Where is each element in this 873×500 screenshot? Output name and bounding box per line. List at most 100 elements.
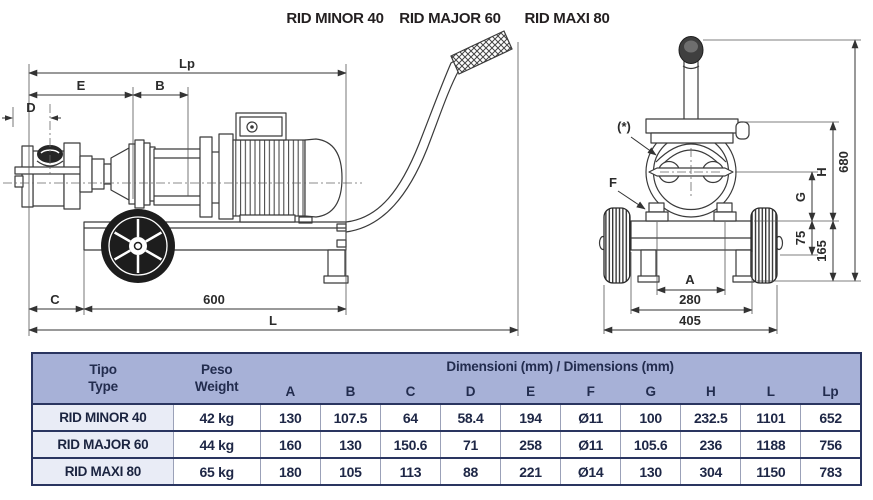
dim-cell-b: 130 [319, 431, 381, 458]
front-view-drawing: (*) F 680 H [598, 36, 861, 334]
dimensions-table: Tipo Type Peso Weight Dimensioni (mm) / Di… [31, 352, 862, 486]
mounting-feet [645, 202, 737, 222]
dim-cell-c: 64 [379, 404, 441, 431]
col-header-c: C [380, 379, 441, 404]
dim-label-75: 75 [793, 231, 808, 245]
header-peso: Peso [200, 361, 233, 377]
dim-cell-g: 100 [620, 404, 681, 431]
handle-grip [450, 30, 513, 75]
dim-cell-a: 160 [259, 431, 321, 458]
dim-cell-lp: 652 [800, 404, 861, 431]
dim-label-600: 600 [203, 292, 225, 307]
col-header-l: L [740, 379, 801, 404]
pump-head [14, 142, 87, 210]
dim-cell-c: 150.6 [379, 431, 441, 458]
junction-box [235, 112, 287, 141]
dim-cell-b: 107.5 [319, 404, 381, 431]
col-header-e: E [500, 379, 561, 404]
model-title-rid-major-60: RID MAJOR 60 [399, 10, 500, 27]
front-leader-lines [617, 136, 657, 210]
dim-cell-l: 1188 [740, 431, 801, 458]
model-title-rid-minor-40: RID MINOR 40 [286, 10, 383, 27]
front-dimension-lines [603, 39, 859, 334]
col-header-f: F [560, 379, 621, 404]
col-header-dimensions: Dimensioni (mm) / Dimensions (mm) [260, 353, 861, 379]
col-header-h: H [680, 379, 741, 404]
header-tipo: Tipo [89, 361, 117, 377]
table-row-rid-major-60: RID MAJOR 60 44 kg 160 130 150.6 71 258 … [32, 431, 861, 458]
table-header-row-2: A B C D E F G H L Lp [32, 379, 861, 404]
adapter-housing [153, 133, 234, 220]
dim-cell-h: 236 [680, 431, 741, 458]
col-header-type: Tipo Type [32, 353, 174, 404]
side-extension-lines [12, 42, 519, 336]
side-dimension-lines [2, 69, 519, 334]
technical-drawing: RID MINOR 40 RID MAJOR 60 RID MAXI 80 [2, 10, 861, 336]
dim-label-g: G [793, 192, 808, 202]
dim-cell-lp: 756 [800, 431, 861, 458]
dim-label-b: B [155, 78, 164, 93]
dim-cell-c: 113 [379, 458, 441, 485]
dim-label-lp: Lp [179, 56, 195, 71]
dim-label-280: 280 [679, 292, 701, 307]
coupling [79, 139, 156, 209]
handle [345, 30, 513, 233]
model-name-cell: RID MAJOR 60 [32, 431, 174, 458]
dim-cell-a: 180 [259, 458, 321, 485]
dim-cell-e: 194 [499, 404, 561, 431]
weight-cell: 65 kg [172, 458, 261, 485]
header-type: Type [88, 378, 118, 394]
dim-cell-h: 304 [680, 458, 741, 485]
electric-motor [232, 112, 343, 224]
pump-body-front [645, 118, 750, 222]
dim-label-405: 405 [679, 313, 701, 328]
dim-label-680: 680 [836, 151, 851, 173]
handle-front [678, 36, 704, 121]
dim-cell-a: 130 [259, 404, 321, 431]
front-extension-lines [603, 39, 861, 334]
col-header-lp: Lp [800, 379, 861, 404]
weight-cell: 42 kg [172, 404, 261, 431]
dim-cell-d: 71 [439, 431, 501, 458]
col-header-d: D [440, 379, 501, 404]
label-star-note: (*) [617, 119, 631, 134]
dim-cell-d: 58.4 [439, 404, 501, 431]
model-name-cell: RID MAXI 80 [32, 458, 174, 485]
dim-label-c: C [50, 292, 60, 307]
col-header-b: B [320, 379, 381, 404]
table-row-rid-maxi-80: RID MAXI 80 65 kg 180 105 113 88 221 Ø14… [32, 458, 861, 485]
header-weight: Weight [194, 378, 239, 394]
dim-label-f: F [609, 175, 617, 190]
dim-cell-f: Ø14 [560, 458, 621, 485]
dim-label-e: E [77, 78, 86, 93]
dim-label-165: 165 [814, 240, 829, 262]
weight-cell: 44 kg [172, 431, 261, 458]
col-header-g: G [620, 379, 681, 404]
model-title-rid-maxi-80: RID MAXI 80 [524, 10, 609, 27]
dim-label-h: H [814, 167, 829, 176]
dim-cell-h: 232.5 [680, 404, 741, 431]
dim-cell-l: 1101 [740, 404, 801, 431]
table-header-row-1: Tipo Type Peso Weight Dimensioni (mm) / Di… [32, 353, 861, 404]
dim-cell-lp: 783 [800, 458, 861, 485]
dim-cell-b: 105 [319, 458, 381, 485]
dim-cell-d: 88 [439, 458, 501, 485]
table-row-rid-minor-40: RID MINOR 40 42 kg 130 107.5 64 58.4 194… [32, 404, 861, 431]
wheel-side [101, 209, 175, 283]
dim-cell-e: 221 [499, 458, 561, 485]
dim-cell-g: 130 [620, 458, 681, 485]
dim-label-a: A [685, 272, 695, 287]
dim-cell-f: Ø11 [560, 404, 621, 431]
dim-cell-l: 1150 [740, 458, 801, 485]
dim-cell-e: 258 [499, 431, 561, 458]
dim-label-d: D [26, 100, 35, 115]
side-view-drawing: Lp E B D C 600 L [2, 30, 519, 336]
dim-cell-f: Ø11 [560, 431, 621, 458]
col-header-weight: Peso Weight [173, 353, 261, 404]
wheels-front [598, 207, 784, 284]
model-name-cell: RID MINOR 40 [32, 404, 174, 431]
dim-cell-g: 105.6 [620, 431, 681, 458]
col-header-a: A [260, 379, 321, 404]
dim-label-l: L [269, 313, 277, 328]
